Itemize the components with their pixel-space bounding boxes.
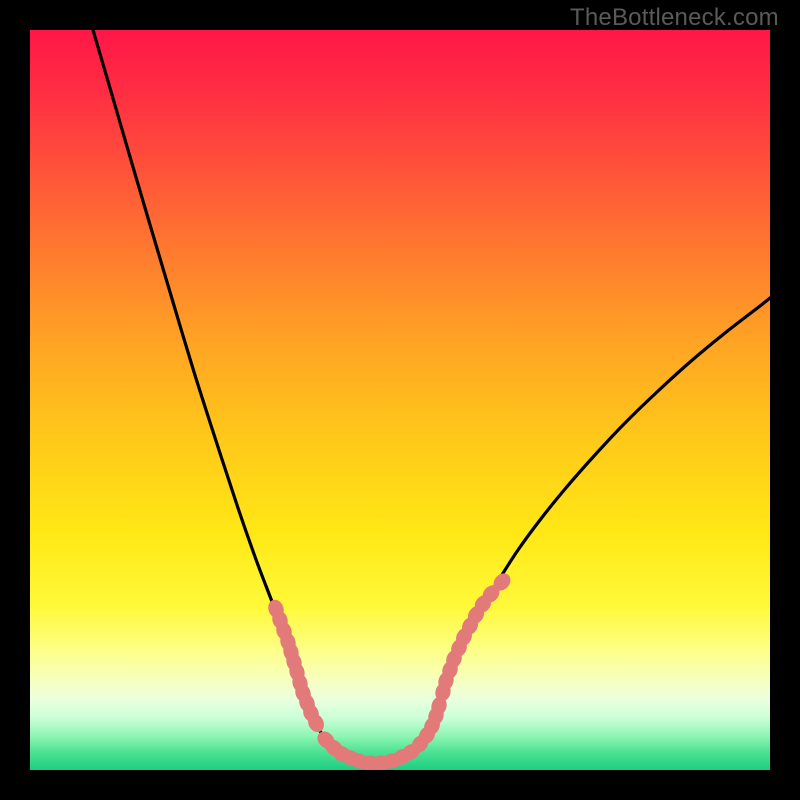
chart-frame <box>30 30 770 770</box>
watermark-text: TheBottleneck.com <box>570 4 779 32</box>
gradient-background <box>30 30 770 770</box>
chart-svg <box>30 30 770 770</box>
